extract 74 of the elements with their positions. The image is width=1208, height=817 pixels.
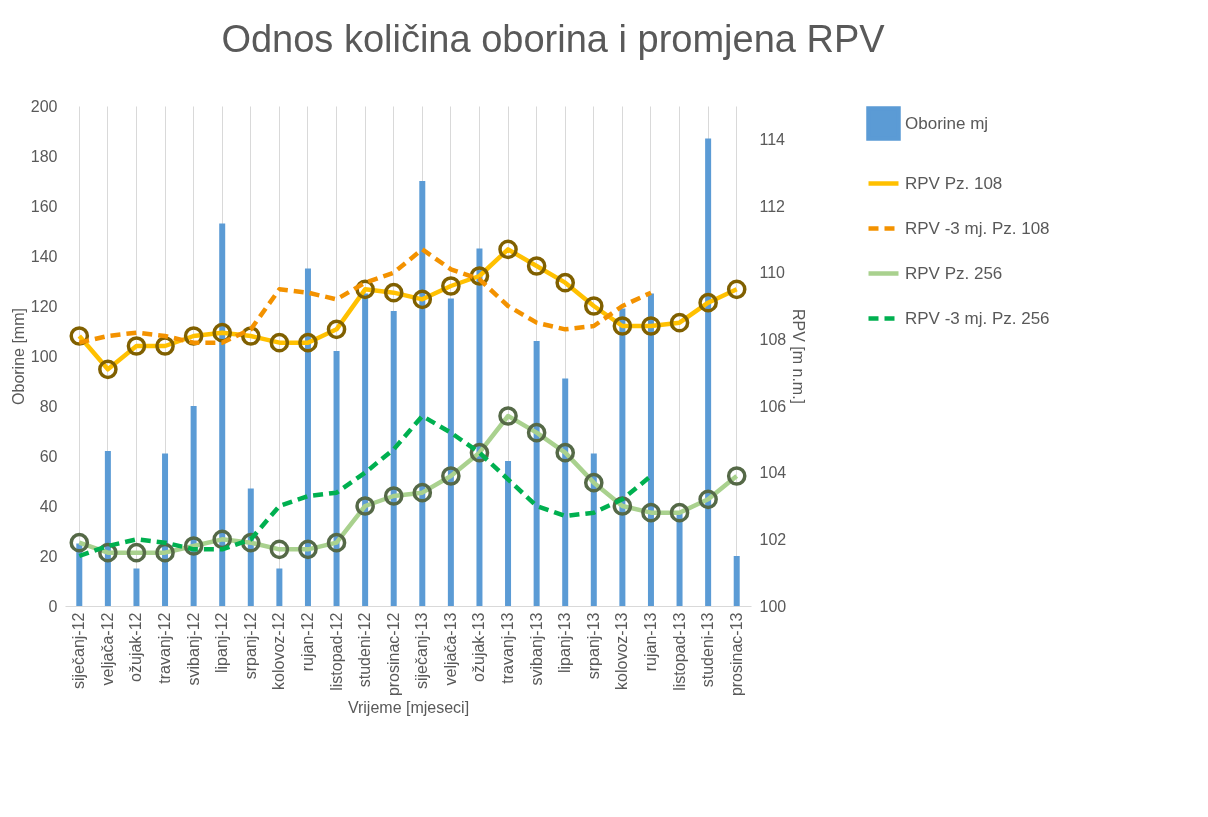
bar bbox=[505, 461, 512, 606]
bar bbox=[362, 293, 369, 606]
x-tick-label: rujan-12 bbox=[298, 612, 316, 672]
x-tick-label: veljača-12 bbox=[98, 612, 116, 686]
x-tick-label: listopad-12 bbox=[327, 612, 345, 691]
y2-tick-label: 102 bbox=[759, 530, 787, 548]
x-tick-label: srpanj-12 bbox=[241, 612, 259, 680]
x-tick-label: listopad-13 bbox=[670, 612, 688, 691]
x-tick-label: ožujak-13 bbox=[470, 612, 488, 682]
x-tick-label: travanj-13 bbox=[499, 612, 517, 684]
x-tick-label: svibanj-12 bbox=[184, 612, 202, 686]
bar bbox=[104, 451, 111, 606]
x-tick-label: lipanj-12 bbox=[213, 612, 231, 673]
x-tick-label: lipanj-13 bbox=[556, 612, 574, 673]
bar bbox=[390, 311, 397, 606]
x-axis-title: Vrijeme [mjeseci] bbox=[347, 699, 470, 717]
y2-tick-label: 104 bbox=[759, 464, 787, 482]
bar bbox=[562, 378, 569, 606]
y2-tick-label: 106 bbox=[759, 397, 787, 415]
y2-tick-label: 112 bbox=[759, 197, 786, 215]
x-tick-label: studeni-13 bbox=[699, 612, 717, 688]
bar bbox=[190, 406, 197, 606]
x-tick-label: srpanj-13 bbox=[584, 612, 602, 680]
x-tick-label: prosinac-13 bbox=[727, 612, 745, 697]
bar bbox=[276, 568, 283, 606]
y-tick-label: 60 bbox=[39, 447, 58, 465]
y-tick-label: 140 bbox=[30, 247, 58, 265]
y2-tick-label: 110 bbox=[759, 264, 786, 282]
x-tick-label: svibanj-13 bbox=[527, 612, 545, 686]
x-tick-label: prosinac-12 bbox=[384, 612, 402, 697]
y-tick-label: 180 bbox=[30, 147, 58, 165]
y-tick-label: 0 bbox=[48, 597, 58, 615]
y-tick-label: 120 bbox=[30, 297, 58, 315]
legend-label: RPV -3 mj. Pz. 108 bbox=[905, 218, 1050, 238]
y-tick-label: 80 bbox=[39, 397, 58, 415]
legend-label: RPV -3 mj. Pz. 256 bbox=[905, 308, 1050, 328]
x-tick-label: kolovoz-12 bbox=[270, 612, 288, 690]
bar bbox=[419, 181, 426, 606]
bar bbox=[676, 513, 683, 606]
y-tick-label: 100 bbox=[30, 347, 58, 365]
legend-label: RPV Pz. 108 bbox=[905, 173, 1003, 193]
y-tick-label: 20 bbox=[39, 547, 58, 565]
y-axis-title: Oborine [mm] bbox=[9, 308, 27, 405]
bar bbox=[162, 453, 169, 606]
legend-label: RPV Pz. 256 bbox=[905, 263, 1003, 283]
bar bbox=[447, 298, 454, 606]
x-tick-label: veljača-13 bbox=[441, 612, 459, 686]
bar bbox=[333, 351, 340, 606]
x-tick-label: siječanj-12 bbox=[70, 612, 88, 689]
chart-title: Odnos količina oborina i promjena RPV bbox=[221, 18, 886, 60]
bar bbox=[476, 248, 483, 606]
x-tick-label: kolovoz-13 bbox=[613, 612, 631, 690]
x-tick-label: ožujak-12 bbox=[127, 612, 145, 682]
bar bbox=[133, 568, 140, 606]
line-series bbox=[77, 247, 654, 345]
bar bbox=[219, 223, 226, 606]
legend-label: Oborine mj bbox=[905, 113, 989, 133]
x-tick-label: rujan-13 bbox=[641, 612, 659, 672]
x-tick-label: studeni-12 bbox=[356, 612, 374, 688]
bar bbox=[533, 341, 540, 606]
y-tick-label: 40 bbox=[39, 497, 58, 515]
y2-tick-label: 108 bbox=[759, 330, 787, 348]
bar bbox=[76, 543, 83, 606]
y2-tick-label: 100 bbox=[759, 597, 787, 615]
x-tick-label: siječanj-13 bbox=[413, 612, 431, 689]
bar bbox=[304, 268, 311, 606]
y-tick-label: 160 bbox=[30, 197, 58, 215]
x-tick-label: travanj-12 bbox=[156, 612, 174, 684]
bar bbox=[733, 556, 740, 606]
bar bbox=[647, 293, 654, 606]
y2-axis-title: RPV [m n.m.] bbox=[790, 308, 808, 405]
y-tick-label: 200 bbox=[30, 97, 58, 115]
y2-tick-label: 114 bbox=[759, 130, 786, 148]
bar bbox=[705, 138, 712, 606]
